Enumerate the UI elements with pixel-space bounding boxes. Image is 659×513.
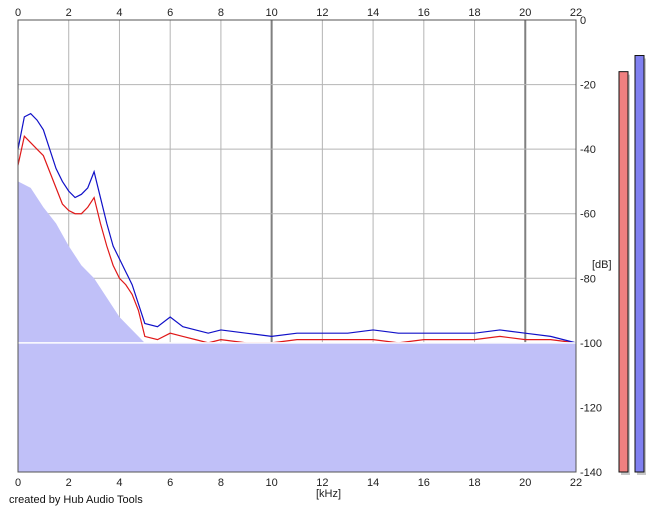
y-tick-label: -20 (580, 80, 596, 92)
series-line (17, 135, 577, 344)
y-tick-label: -100 (580, 338, 602, 350)
x-tick-label-bottom: 12 (316, 477, 328, 489)
x-tick-label-top: 10 (266, 7, 278, 19)
x-tick-label-top: 14 (367, 7, 379, 19)
y-tick-label: -40 (580, 144, 596, 156)
level-meter-left (618, 71, 629, 473)
x-tick-label-top: 2 (66, 7, 72, 19)
filled-area (18, 181, 576, 472)
filled-area-shape (18, 181, 576, 472)
series-line (17, 112, 577, 344)
level-meter-right (634, 55, 645, 473)
x-tick-label-bottom: 16 (418, 477, 430, 489)
x-tick-label-bottom: 6 (167, 477, 173, 489)
y-tick-label: -140 (580, 467, 602, 479)
y-tick-label: -120 (580, 402, 602, 414)
y-tick-label: -80 (580, 273, 596, 285)
y-tick-label: 0 (580, 15, 586, 27)
x-tick-label-top: 22 (570, 7, 582, 19)
x-tick-label-top: 12 (316, 7, 328, 19)
x-tick-label-bottom: 8 (218, 477, 224, 489)
x-axis-label: [kHz] (316, 488, 341, 500)
x-tick-label-bottom: 14 (367, 477, 379, 489)
x-tick-label-top: 6 (167, 7, 173, 19)
x-tick-label-bottom: 20 (519, 477, 531, 489)
x-tick-label-top: 0 (15, 7, 21, 19)
y-tick-label: -60 (580, 209, 596, 221)
series-lines (17, 112, 577, 344)
x-tick-label-bottom: 22 (570, 477, 582, 489)
x-tick-label-bottom: 0 (15, 477, 21, 489)
y-axis-label: [dB] (592, 259, 612, 271)
x-tick-label-top: 20 (519, 7, 531, 19)
credit-text: created by Hub Audio Tools (9, 494, 143, 506)
x-tick-label-top: 18 (468, 7, 480, 19)
x-tick-label-bottom: 2 (66, 477, 72, 489)
y-tick-labels: 0 -20 -40 -60 -80 -100 -120 -140 (580, 15, 602, 479)
x-tick-label-top: 4 (116, 7, 122, 19)
x-tick-label-bottom: 10 (266, 477, 278, 489)
x-tick-label-bottom: 4 (116, 477, 122, 489)
level-meters (618, 55, 646, 476)
x-tick-label-top: 8 (218, 7, 224, 19)
x-tick-label-bottom: 18 (468, 477, 480, 489)
plot-frame (17, 19, 577, 473)
x-tick-label-top: 16 (418, 7, 430, 19)
